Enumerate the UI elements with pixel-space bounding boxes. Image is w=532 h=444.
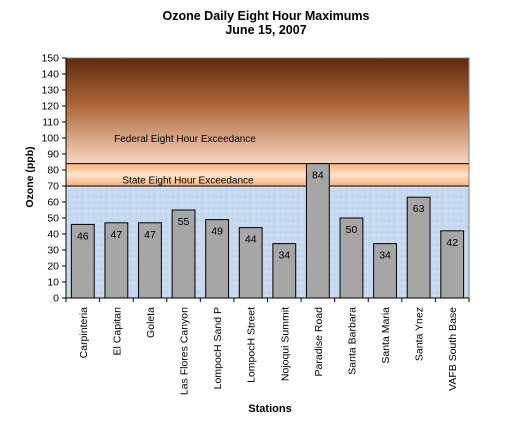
federal-exceedance-label: Federal Eight Hour Exceedance: [114, 134, 256, 145]
bar-value-label: 46: [77, 230, 89, 242]
x-tick-label: Santa Maria: [380, 307, 392, 364]
bar: [238, 227, 263, 299]
bar-value-label: 44: [245, 234, 257, 246]
bar: [70, 223, 95, 299]
x-tick-label: LompocH Sand P: [212, 307, 224, 389]
y-tick-label: 140: [41, 69, 59, 81]
bar-value-label: 34: [278, 250, 290, 262]
y-tick-label: 110: [42, 117, 59, 129]
y-tick-label: 120: [41, 101, 59, 113]
y-tick-label: 10: [47, 277, 59, 289]
x-tick-label: Santa Barbara: [346, 307, 358, 375]
bar: [104, 222, 129, 299]
federal-exceedance-band: [66, 58, 469, 164]
y-tick-label: 30: [47, 245, 59, 257]
x-axis-label: Stations: [248, 403, 292, 415]
bar: [305, 163, 330, 299]
bar-value-label: 42: [446, 237, 458, 249]
x-tick-label: El Capitan: [111, 307, 123, 356]
x-tick-label: LompocH Street: [246, 307, 258, 383]
below-standard-band: [66, 186, 469, 298]
bar: [339, 217, 364, 299]
bar: [138, 222, 162, 299]
bar: [171, 209, 196, 299]
bar: [406, 196, 431, 299]
bar-value-label: 47: [111, 229, 123, 241]
x-tick-label: Carpinteria: [78, 307, 90, 359]
x-tick-label: Santa Ynez: [414, 307, 426, 361]
chart-title: Ozone Daily Eight Hour Maximums: [162, 9, 370, 23]
bar-value-label: 34: [379, 250, 391, 262]
bar: [440, 230, 465, 299]
x-tick-label: Paradise Road: [313, 307, 325, 377]
y-tick-label: 70: [47, 181, 59, 193]
y-tick-label: 130: [41, 85, 59, 97]
y-tick-label: 20: [47, 261, 59, 273]
bar: [373, 243, 397, 299]
bar-value-label: 55: [178, 216, 190, 228]
y-tick-label: 90: [47, 149, 59, 161]
bar-value-label: 49: [211, 226, 223, 238]
x-tick-label: Goleta: [145, 307, 157, 338]
y-tick-label: 50: [47, 213, 59, 225]
state-exceedance-band: [66, 163, 469, 186]
chart-subtitle: June 15, 2007: [225, 23, 307, 37]
bar: [205, 219, 230, 299]
y-tick-label: 80: [47, 165, 59, 177]
y-tick-label: 40: [47, 229, 59, 241]
y-tick-label: 150: [41, 53, 59, 65]
bar-value-label: 84: [312, 170, 324, 182]
x-tick-label: Las Flores Canyon: [179, 307, 191, 395]
y-tick-label: 100: [41, 133, 59, 145]
bar-value-label: 63: [413, 203, 425, 215]
bar: [272, 243, 297, 299]
state-exceedance-label: State Eight Hour Exceedance: [122, 176, 254, 187]
x-tick-label: VAFB South Base: [447, 307, 459, 391]
x-tick-label: Nojoqui Summit: [279, 307, 291, 381]
bar-value-label: 47: [144, 229, 156, 241]
y-tick-label: 0: [53, 293, 59, 305]
bar-value-label: 50: [346, 224, 358, 236]
y-tick-label: 60: [47, 197, 59, 209]
